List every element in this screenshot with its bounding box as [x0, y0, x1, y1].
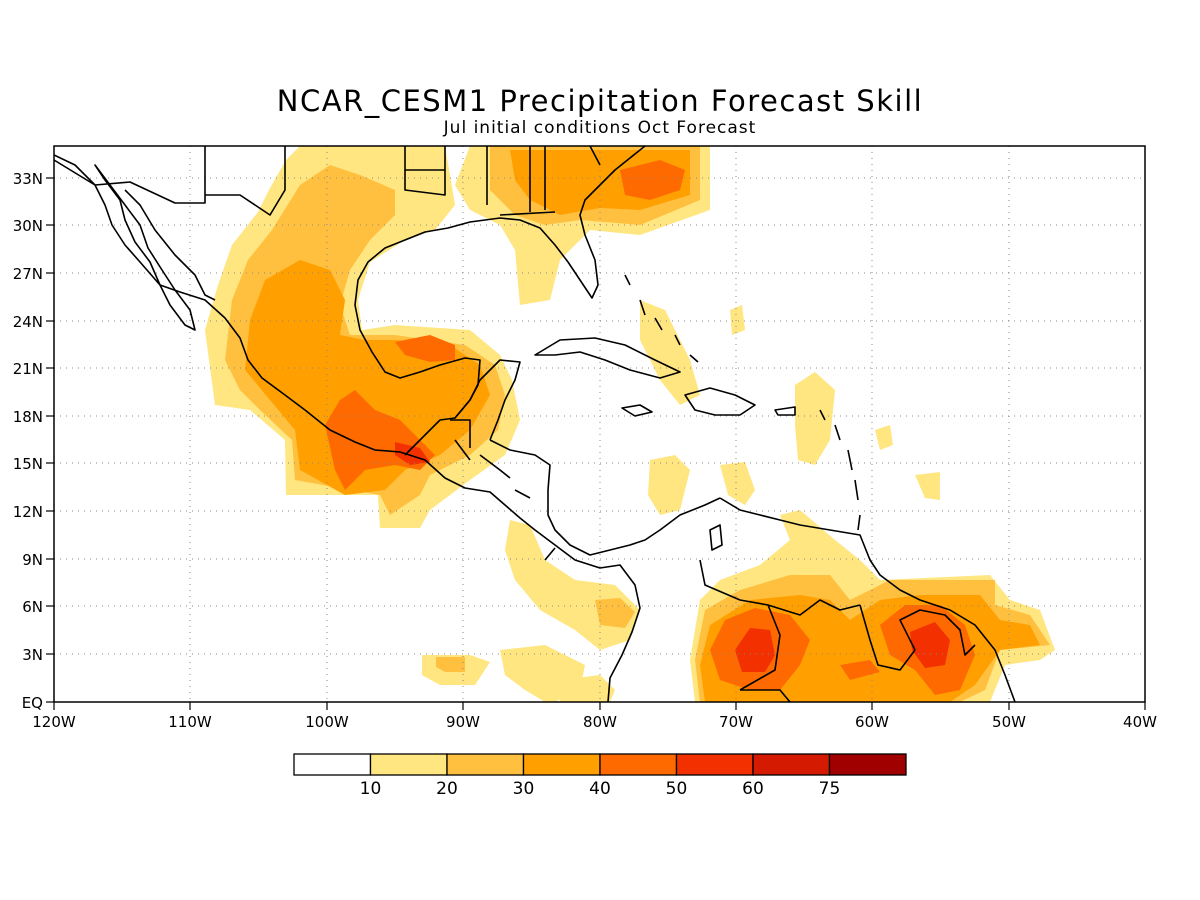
coastline-caribbean-ca — [489, 439, 721, 556]
colorbar-swatch — [752, 753, 831, 776]
coastline-sonora — [124, 189, 216, 301]
border-central-america — [450, 419, 556, 561]
skill-area-caribbean-c10b — [720, 462, 755, 505]
skill-fields — [205, 146, 1055, 702]
coastline-yucatan — [454, 359, 521, 441]
colorbar-label: 20 — [436, 779, 458, 799]
skill-area-atlantic-c10 — [730, 305, 745, 335]
y-tick-label: 12N — [13, 503, 43, 521]
x-tick-label: 70W — [719, 713, 753, 731]
x-tick-label: 90W — [446, 713, 480, 731]
border-us-states — [404, 146, 601, 216]
skill-area-atlantic-c10b — [875, 425, 893, 450]
coastline-puerto-rico — [774, 406, 796, 416]
y-tick-label: 18N — [13, 408, 43, 426]
skill-area-atlantic-c10c — [915, 472, 940, 500]
y-tick-label: 27N — [13, 265, 43, 283]
colorbar-swatch — [675, 753, 754, 776]
colorbar-swatch — [369, 753, 448, 776]
skill-area-pacific-c20 — [436, 657, 465, 672]
x-tick-label: 40W — [1123, 713, 1157, 731]
x-tick-label: 50W — [992, 713, 1026, 731]
y-tick-label: 15N — [13, 455, 43, 473]
colorbar-label: 30 — [513, 779, 535, 799]
y-tick-label: 30N — [13, 217, 43, 235]
coastline-jamaica — [621, 404, 653, 417]
x-tick-label: 110W — [168, 713, 212, 731]
colorbar-label: 40 — [589, 779, 611, 799]
coastlines — [54, 146, 1016, 702]
colorbar-label: 60 — [742, 779, 764, 799]
coastline-antilles — [819, 409, 861, 531]
skill-area-panama-c10 — [505, 520, 640, 650]
skill-area-sa-c50b — [910, 622, 950, 668]
skill-area-bahamas-c10 — [640, 300, 700, 405]
skill-area-sa-c40c — [840, 660, 880, 680]
coastline-sa-north — [719, 497, 1016, 702]
x-tick-label: 60W — [855, 713, 889, 731]
x-tick-labels: 120W 110W 100W 90W 80W 70W 60W 50W 40W — [32, 713, 1157, 731]
y-tick-label: 9N — [22, 551, 43, 569]
y-tick-label: 24N — [13, 313, 43, 331]
colorbar-label: 50 — [666, 779, 688, 799]
colorbar-swatch — [522, 753, 601, 776]
colorbar-label: 10 — [360, 779, 382, 799]
skill-area-mexico-c40b — [395, 335, 455, 362]
colorbar-swatch — [446, 753, 525, 776]
skill-area-sa-c50a — [735, 628, 775, 672]
x-tick-label: 100W — [305, 713, 349, 731]
map-subtitle: Jul initial conditions Oct Forecast — [443, 118, 757, 138]
skill-area-caribbean-c10a — [648, 455, 690, 515]
colorbar-swatch — [599, 753, 678, 776]
colorbar-swatch — [828, 753, 907, 776]
y-tick-label: 6N — [22, 598, 43, 616]
border-south-america — [699, 559, 976, 702]
coastline-pacific — [54, 154, 641, 702]
colorbar-label: 75 — [819, 779, 841, 799]
y-tick-label: 33N — [13, 170, 43, 188]
x-tick-label: 120W — [32, 713, 76, 731]
coastline-bahamas — [624, 274, 699, 363]
y-tick-label: 3N — [22, 646, 43, 664]
coastline-hispaniola — [684, 387, 756, 416]
coastline-gulf — [354, 146, 646, 456]
y-tick-label: EQ — [22, 694, 43, 712]
y-tick-labels: EQ 3N 6N 9N 12N 15N 18N 21N 24N 27N 30N … — [13, 170, 43, 712]
skill-area-us-c40 — [620, 160, 685, 200]
coastline-cuba — [534, 337, 681, 379]
map-title: NCAR_CESM1 Precipitation Forecast Skill — [276, 84, 924, 118]
y-tick-label: 21N — [13, 360, 43, 378]
skill-area-ecuador-c10 — [560, 675, 615, 702]
colorbar: 10 20 30 40 50 60 75 — [293, 753, 907, 799]
coastline-maracaibo — [709, 524, 723, 551]
colorbar-swatch — [293, 753, 372, 776]
coastline-baja — [94, 164, 196, 331]
skill-area-mexico-c40 — [325, 390, 435, 490]
axis-ticks — [46, 177, 1146, 710]
skill-area-lesser-antilles-c10 — [795, 372, 835, 465]
x-tick-label: 80W — [583, 713, 617, 731]
skill-area-mexico-c30 — [245, 260, 490, 495]
